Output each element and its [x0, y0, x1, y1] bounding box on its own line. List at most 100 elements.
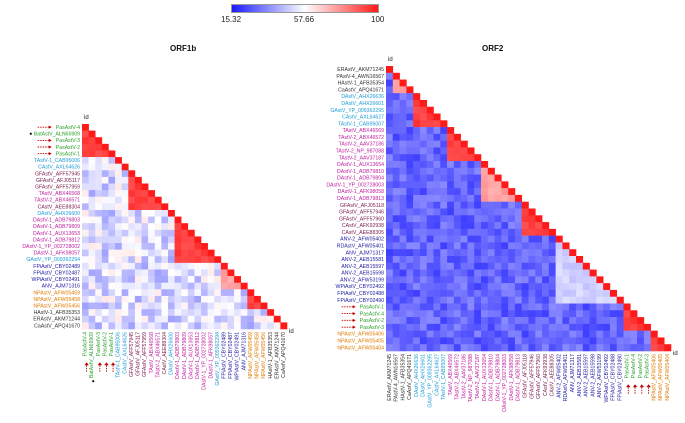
heatmap-cell: [535, 296, 543, 304]
heatmap-cell: [494, 188, 502, 196]
heatmap-cell: [201, 302, 208, 310]
heatmap-cell: [227, 315, 235, 323]
heatmap-cell: [101, 289, 109, 297]
heatmap-cell: [596, 289, 604, 298]
column-label: CaAstV_APQ41670: [281, 332, 287, 378]
heatmap-cell: [440, 181, 448, 189]
heatmap-cell: [148, 309, 156, 317]
heatmap-cell: [101, 309, 109, 317]
heatmap-cell: [514, 330, 523, 338]
heatmap-cell: [82, 203, 89, 211]
heatmap-cell: [419, 120, 428, 128]
heatmap-cell: [234, 276, 242, 284]
heatmap-cell: [535, 262, 543, 270]
heatmap-cell: [227, 302, 235, 310]
heatmap-cell: [467, 194, 475, 203]
heatmap-cell: [535, 344, 543, 352]
heatmap-cell: [603, 283, 611, 291]
heatmap-cell: [134, 262, 142, 270]
heatmap-cell: [481, 256, 489, 264]
heatmap-cell: [234, 315, 242, 323]
heatmap-cell: [386, 194, 394, 203]
heatmap-cell: [453, 256, 461, 264]
column-label: DAstV-1_ADB79809: [182, 332, 188, 379]
heatmap-cell: [474, 323, 482, 331]
heatmap-cell: [141, 229, 149, 237]
heatmap-cell: [399, 249, 407, 257]
heatmap-cell: [207, 302, 215, 310]
heatmap-cell: [386, 127, 394, 135]
row-label: GFAstV_AFJ05117: [36, 178, 80, 184]
heatmap-cell: [521, 215, 529, 223]
heatmap-cell: [447, 181, 455, 189]
heatmap-cell: [643, 330, 651, 338]
heatmap-cell: [108, 236, 116, 244]
heatmap-cell: [240, 315, 248, 323]
column-label: DAstV-1_YP_002728003: [502, 354, 508, 412]
heatmap-cell: [88, 309, 96, 317]
heatmap-cell: [399, 235, 407, 243]
heatmap-cell: [589, 344, 597, 352]
heatmap-cell: [474, 201, 482, 209]
heatmap-cell: [481, 337, 489, 345]
heatmap-cell: [386, 147, 394, 155]
heatmap-cell: [447, 154, 455, 162]
heatmap-cell: [501, 228, 509, 236]
heatmap-cell: [576, 317, 584, 325]
heatmap-cell: [115, 176, 122, 184]
heatmap-cell: [141, 249, 149, 257]
heatmap-cell: [82, 143, 89, 151]
heatmap-cell: [528, 262, 536, 270]
heatmap-cell: [548, 228, 556, 236]
heatmap-cell: [426, 228, 434, 236]
heatmap-cell: [528, 228, 536, 236]
heatmap-cell: [426, 269, 434, 277]
heatmap-cell: [426, 154, 434, 162]
heatmap-cell: [181, 282, 189, 290]
heatmap-cell: [134, 209, 142, 217]
heatmap-cell: [589, 296, 597, 304]
row-label: PasAstV-1: [56, 151, 80, 157]
legend-gradient-bar: [231, 4, 379, 13]
heatmap-cell: [453, 269, 461, 277]
column-label: NPAstV_AFW05404: [665, 354, 671, 401]
heatmap-cell: [167, 256, 175, 264]
heatmap-cell: [467, 344, 475, 352]
heatmap-cell: [535, 269, 543, 277]
heatmap-cell: [154, 256, 162, 264]
heatmap-cell: [589, 289, 597, 298]
heatmap-cell: [453, 161, 461, 169]
heatmap-cell: [121, 216, 129, 224]
heatmap-cell: [115, 249, 122, 257]
heatmap-cell: [386, 303, 394, 311]
heatmap-cell: [88, 130, 96, 138]
heatmap-cell: [494, 296, 502, 304]
heatmap-cell: [108, 203, 116, 211]
heatmap-cell: [474, 256, 482, 264]
column-label: TAstV-2_ABX46572: [455, 354, 461, 400]
heatmap-cell: [115, 236, 122, 244]
heatmap-cell: [253, 302, 261, 310]
heatmap-cell: [121, 282, 129, 290]
heatmap-cell: [101, 276, 109, 284]
heatmap-cell: [494, 344, 502, 352]
heatmap-cell: [386, 228, 394, 236]
row-label: CaAstV_APQ41671: [338, 87, 384, 93]
heatmap-cell: [569, 317, 577, 325]
heatmap-cell: [399, 93, 407, 101]
heatmap-cell: [562, 262, 570, 270]
heatmap-cell: [433, 323, 441, 331]
heatmap-cell: [128, 243, 136, 250]
heatmap-cell: [447, 127, 455, 135]
heatmap-cell: [535, 242, 543, 250]
heatmap-cell: [141, 269, 149, 277]
row-label: GFAstV_AFF57959: [35, 184, 80, 190]
heatmap-cell: [419, 181, 428, 189]
heatmap-cell: [453, 249, 461, 257]
column-label: HAstV-1_AFB35353: [268, 332, 274, 379]
heatmap-cell: [95, 289, 103, 297]
heatmap-cell: [207, 289, 215, 297]
heatmap-cell: [406, 194, 414, 203]
heatmap-cell: [494, 303, 502, 311]
heatmap-cell: [167, 295, 175, 303]
